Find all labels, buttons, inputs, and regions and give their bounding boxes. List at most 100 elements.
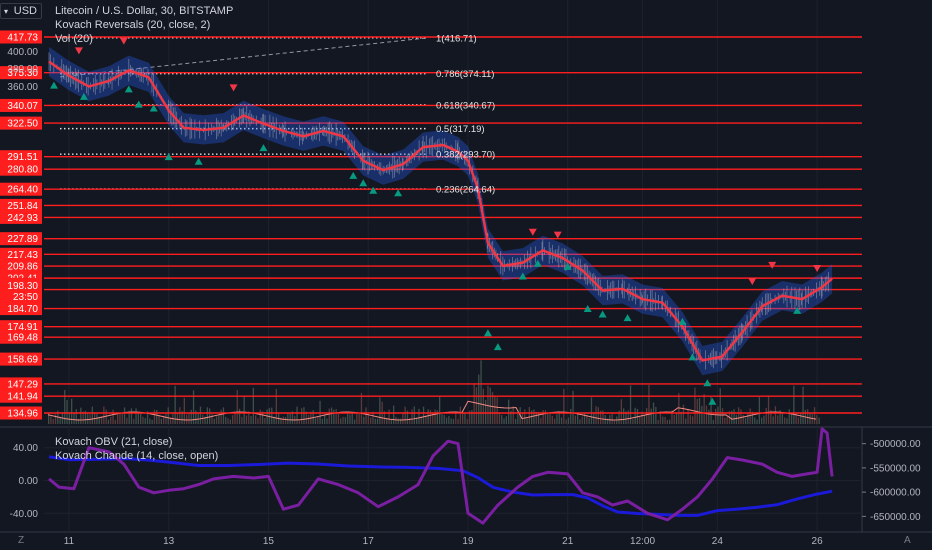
volume-bar — [480, 360, 482, 424]
price-axis-label: 360.00 — [7, 82, 38, 93]
volume-bar — [395, 416, 397, 424]
volume-bar — [701, 405, 703, 424]
volume-bar — [367, 414, 369, 424]
fibonacci-trend-line — [59, 37, 429, 78]
volume-bar — [128, 410, 130, 424]
volume-bar — [340, 418, 342, 424]
volume-bar — [328, 408, 330, 424]
volume-bar — [390, 419, 392, 424]
level-badge — [0, 30, 42, 44]
volume-bar — [501, 415, 503, 424]
volume-bar — [586, 414, 588, 424]
volume-bar — [749, 408, 751, 424]
volume-bar — [540, 418, 542, 424]
volume-bar — [659, 411, 662, 424]
volume-bar — [756, 419, 758, 424]
time-axis-label: 11 — [64, 536, 75, 547]
level-badge — [0, 330, 42, 344]
time-axis[interactable]: 11 13 15 17 19 21 12:00 24 26 — [64, 536, 823, 547]
level-badge — [0, 247, 42, 261]
volume-bar — [220, 409, 222, 424]
volume-bar — [590, 397, 593, 424]
oscillator-pane[interactable] — [44, 427, 862, 525]
volume-bar — [130, 408, 133, 424]
volume-bar — [202, 414, 204, 424]
bar-countdown-label: 23:50 — [13, 292, 38, 303]
up-arrow-icon — [598, 310, 607, 318]
indicator-reversals-label[interactable]: Kovach Reversals (20, close, 2) — [55, 19, 211, 31]
volume-bar — [450, 418, 452, 424]
volume-bar — [807, 409, 809, 424]
currency-badge[interactable]: ▾ USD — [0, 3, 42, 19]
volume-bar — [802, 386, 804, 424]
oscillator-left-tick: -40.00 — [10, 509, 39, 520]
volume-bar — [678, 393, 680, 424]
down-arrow-icon — [229, 84, 238, 92]
volume-bar — [54, 414, 57, 424]
volume-bar — [625, 411, 627, 424]
volume-bar — [485, 399, 487, 424]
volume-bar — [365, 407, 367, 424]
down-arrow-icon — [813, 265, 822, 273]
volume-bar — [298, 419, 300, 424]
indicator-volume-label[interactable]: Vol (20) — [55, 33, 93, 45]
volume-bar — [459, 406, 461, 424]
volume-bar — [110, 416, 112, 424]
volume-bar — [763, 415, 765, 424]
volume-bar — [289, 413, 291, 424]
volume-bar — [524, 409, 526, 424]
volume-bar — [156, 409, 158, 424]
volume-bar — [439, 396, 441, 424]
down-arrow-icon — [748, 278, 757, 286]
volume-bar — [353, 419, 356, 424]
volume-bar — [333, 409, 335, 424]
volume-bar — [146, 411, 149, 424]
volume-bar — [252, 387, 254, 424]
level-badge-label: 227.89 — [7, 234, 38, 245]
volume-bar — [192, 390, 195, 424]
level-badge-label: 141.94 — [7, 392, 38, 403]
volume-bar — [726, 416, 728, 424]
volume-bar — [266, 409, 268, 424]
volume-bar — [121, 413, 123, 424]
volume-bar — [337, 413, 340, 424]
level-badge-label: 417.73 — [7, 33, 38, 44]
volume-bar — [386, 418, 388, 424]
volume-bar — [376, 418, 379, 424]
reversal-line — [48, 60, 833, 362]
volume-bar — [218, 415, 220, 424]
volume-bar — [790, 412, 793, 424]
timezone-button[interactable]: Z — [18, 535, 25, 546]
time-axis-label: 21 — [562, 536, 574, 547]
volume-bar — [264, 418, 266, 424]
auto-scale-button[interactable]: A — [904, 535, 911, 546]
volume-bar — [669, 419, 671, 424]
volume-bar — [475, 387, 478, 424]
volume-bar — [379, 397, 381, 424]
volume-bar — [708, 409, 710, 424]
volume-bar — [199, 406, 202, 424]
volume-bar — [427, 409, 429, 424]
up-arrow-icon — [394, 189, 403, 197]
volume-bar — [227, 418, 229, 424]
volume-bar — [238, 408, 241, 424]
up-arrow-icon — [369, 186, 378, 194]
volume-bar — [593, 413, 595, 424]
volume-bar — [324, 415, 326, 424]
level-badge-label: 375.30 — [7, 68, 38, 79]
up-arrow-icon — [359, 179, 368, 187]
level-badge — [0, 162, 42, 176]
obv-legend[interactable]: Kovach OBV (21, close) — [55, 436, 173, 448]
volume-bar — [112, 409, 114, 424]
chande-legend[interactable]: Kovach Chande (14, close, open) — [55, 450, 219, 462]
volume-bar — [673, 414, 675, 424]
chart-title[interactable]: Litecoin / U.S. Dollar, 30, BITSTAMP — [55, 5, 234, 17]
volume-bar — [149, 418, 151, 424]
level-badge — [0, 210, 42, 224]
volume-bar — [694, 387, 696, 424]
volume-bar — [533, 409, 535, 424]
level-badge — [0, 198, 42, 212]
level-badge-label: 209.86 — [7, 262, 38, 273]
